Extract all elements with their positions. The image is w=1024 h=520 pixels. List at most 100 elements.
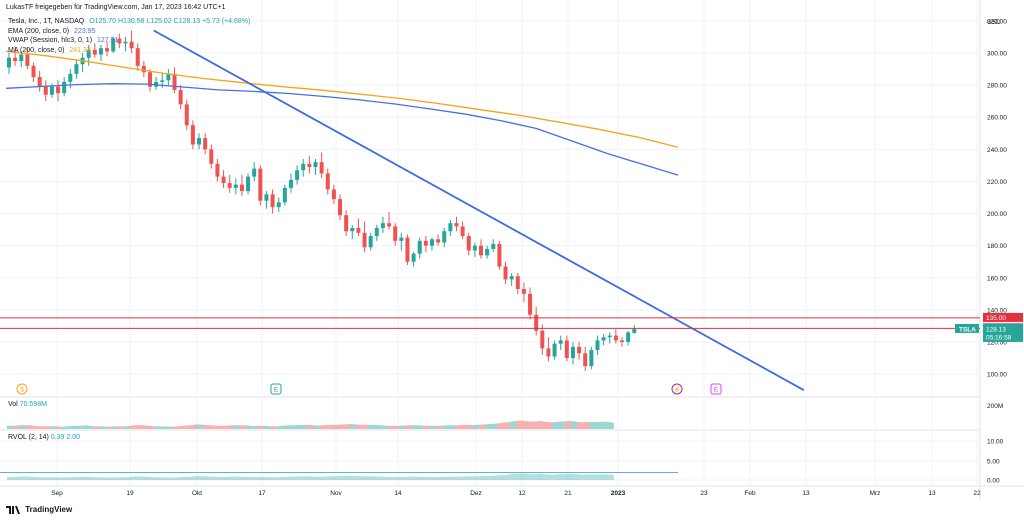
overlays [0,29,980,391]
y-tick-label: 320.00 [987,18,1007,25]
volume-area-segment [178,425,185,429]
x-tick-label: Sep [51,490,63,497]
candle-body [129,41,134,49]
x-tick-label: 13 [928,490,936,497]
candle-body [288,179,293,188]
x-tick-label: Mrz [870,490,881,497]
volume-area-segment [190,424,198,429]
volume-area-segment [472,424,480,429]
candle-body [239,184,244,192]
rvol-label: RVOL (2, 14) [8,434,49,441]
x-tick-label: 14 [394,490,402,497]
y-tick-label: 120.00 [987,340,1007,347]
legend-ema-label: EMA (200, close, 0) [8,27,70,35]
candle-body [92,49,97,55]
volume-axis-label: 200M [987,403,1003,410]
candle-body [319,162,324,174]
volume-area-segment [56,426,63,429]
candle-body [362,232,367,248]
volume-area-segment [105,426,112,429]
candle-body [564,340,569,359]
volume-area-segment [356,424,363,429]
volume-area-segment [288,425,296,429]
candle-body [166,73,171,81]
volume-area-segment [74,425,81,429]
brand-name: TradingView [25,505,73,514]
volume-area-segment [350,424,357,429]
rvol-area [7,473,614,480]
candle-body [190,125,195,145]
volume-area-segment [423,425,430,429]
volume-legend[interactable]: Vol 70.598M [8,401,47,408]
candle-body [380,223,385,229]
event-marker-icon [16,383,28,395]
volume-area-segment [380,425,388,429]
ema-line [5,83,679,176]
legend-symbol-name: Tesla, Inc., 1T, NASDAQ [8,18,85,25]
candle-body [368,236,373,248]
volume-area-segment [7,425,14,429]
volume-area-segment [521,420,529,429]
volume-area-segment [515,420,522,429]
y-tick-label: 240.00 [987,147,1007,154]
candle-body [515,276,520,290]
legend: Tesla, Inc., 1T, NASDAQ O125.70 H130.58 … [8,17,250,55]
volume-area-segment [135,425,142,429]
volume-area-segment [111,426,118,429]
volume-pane [7,420,614,429]
candle-body [252,168,257,177]
candle-body [466,236,471,251]
candle-body [86,49,91,58]
candle-body [301,163,306,171]
volume-area-segment [98,426,106,429]
volume-area-segment [325,424,332,429]
volume-area-segment [442,425,449,429]
legend-ema[interactable]: EMA (200, close, 0) 223.95 [8,27,250,37]
x-tick-label: 19 [126,490,134,497]
volume-area-segment [491,423,498,429]
candle-body [405,237,410,262]
candle-body [68,73,73,82]
x-tick-label: 17 [258,490,266,497]
candle-body [56,86,61,94]
volume-area-segment [86,425,93,429]
volume-area-segment [68,425,75,429]
legend-ma[interactable]: MA (200, close, 0) 241.33 [8,46,250,56]
legend-ma-value: 241.33 [69,46,91,54]
event-marker-label: E [274,387,279,394]
event-marker-icon [270,383,282,395]
candle-body [460,226,465,237]
y-tick-label: 280.00 [987,83,1007,90]
legend-vwap[interactable]: VWAP (Session, hlc3, 0, 1) 127.91 [8,36,250,46]
tradingview-footer[interactable]: TradingView [6,505,72,514]
rvol-pane [0,472,678,480]
volume-area-segment [129,425,136,429]
candle-body [393,226,398,241]
rvol-legend[interactable]: RVOL (2, 14) 0.39 2.00 [8,434,80,441]
candle-body [479,245,484,256]
volume-area-segment [601,421,608,429]
level-badge [983,312,1023,322]
volume-area-segment [509,420,516,429]
volume-area-segment [31,425,38,429]
candle-body [282,187,287,203]
volume-area-segment [362,424,369,429]
volume-area-segment [172,426,179,429]
candle-body [331,189,336,200]
volume-area-segment [319,425,326,429]
candle-body [503,266,508,280]
volume-area-segment [154,426,161,429]
legend-symbol[interactable]: Tesla, Inc., 1T, NASDAQ O125.70 H130.58 … [8,17,250,27]
x-tick-label: 23 [700,490,708,497]
candle-body [497,244,502,267]
volume-area-segment [264,425,271,429]
volume-area-segment [540,420,547,429]
candle-body [264,194,269,201]
rvol-tick-label: 5.00 [987,459,1000,466]
candle-body [184,104,189,126]
tradingview-logo-icon [6,505,20,514]
volume-area-segment [117,426,124,429]
volume-area-segment [479,424,486,429]
volume-area-segment [252,425,259,429]
